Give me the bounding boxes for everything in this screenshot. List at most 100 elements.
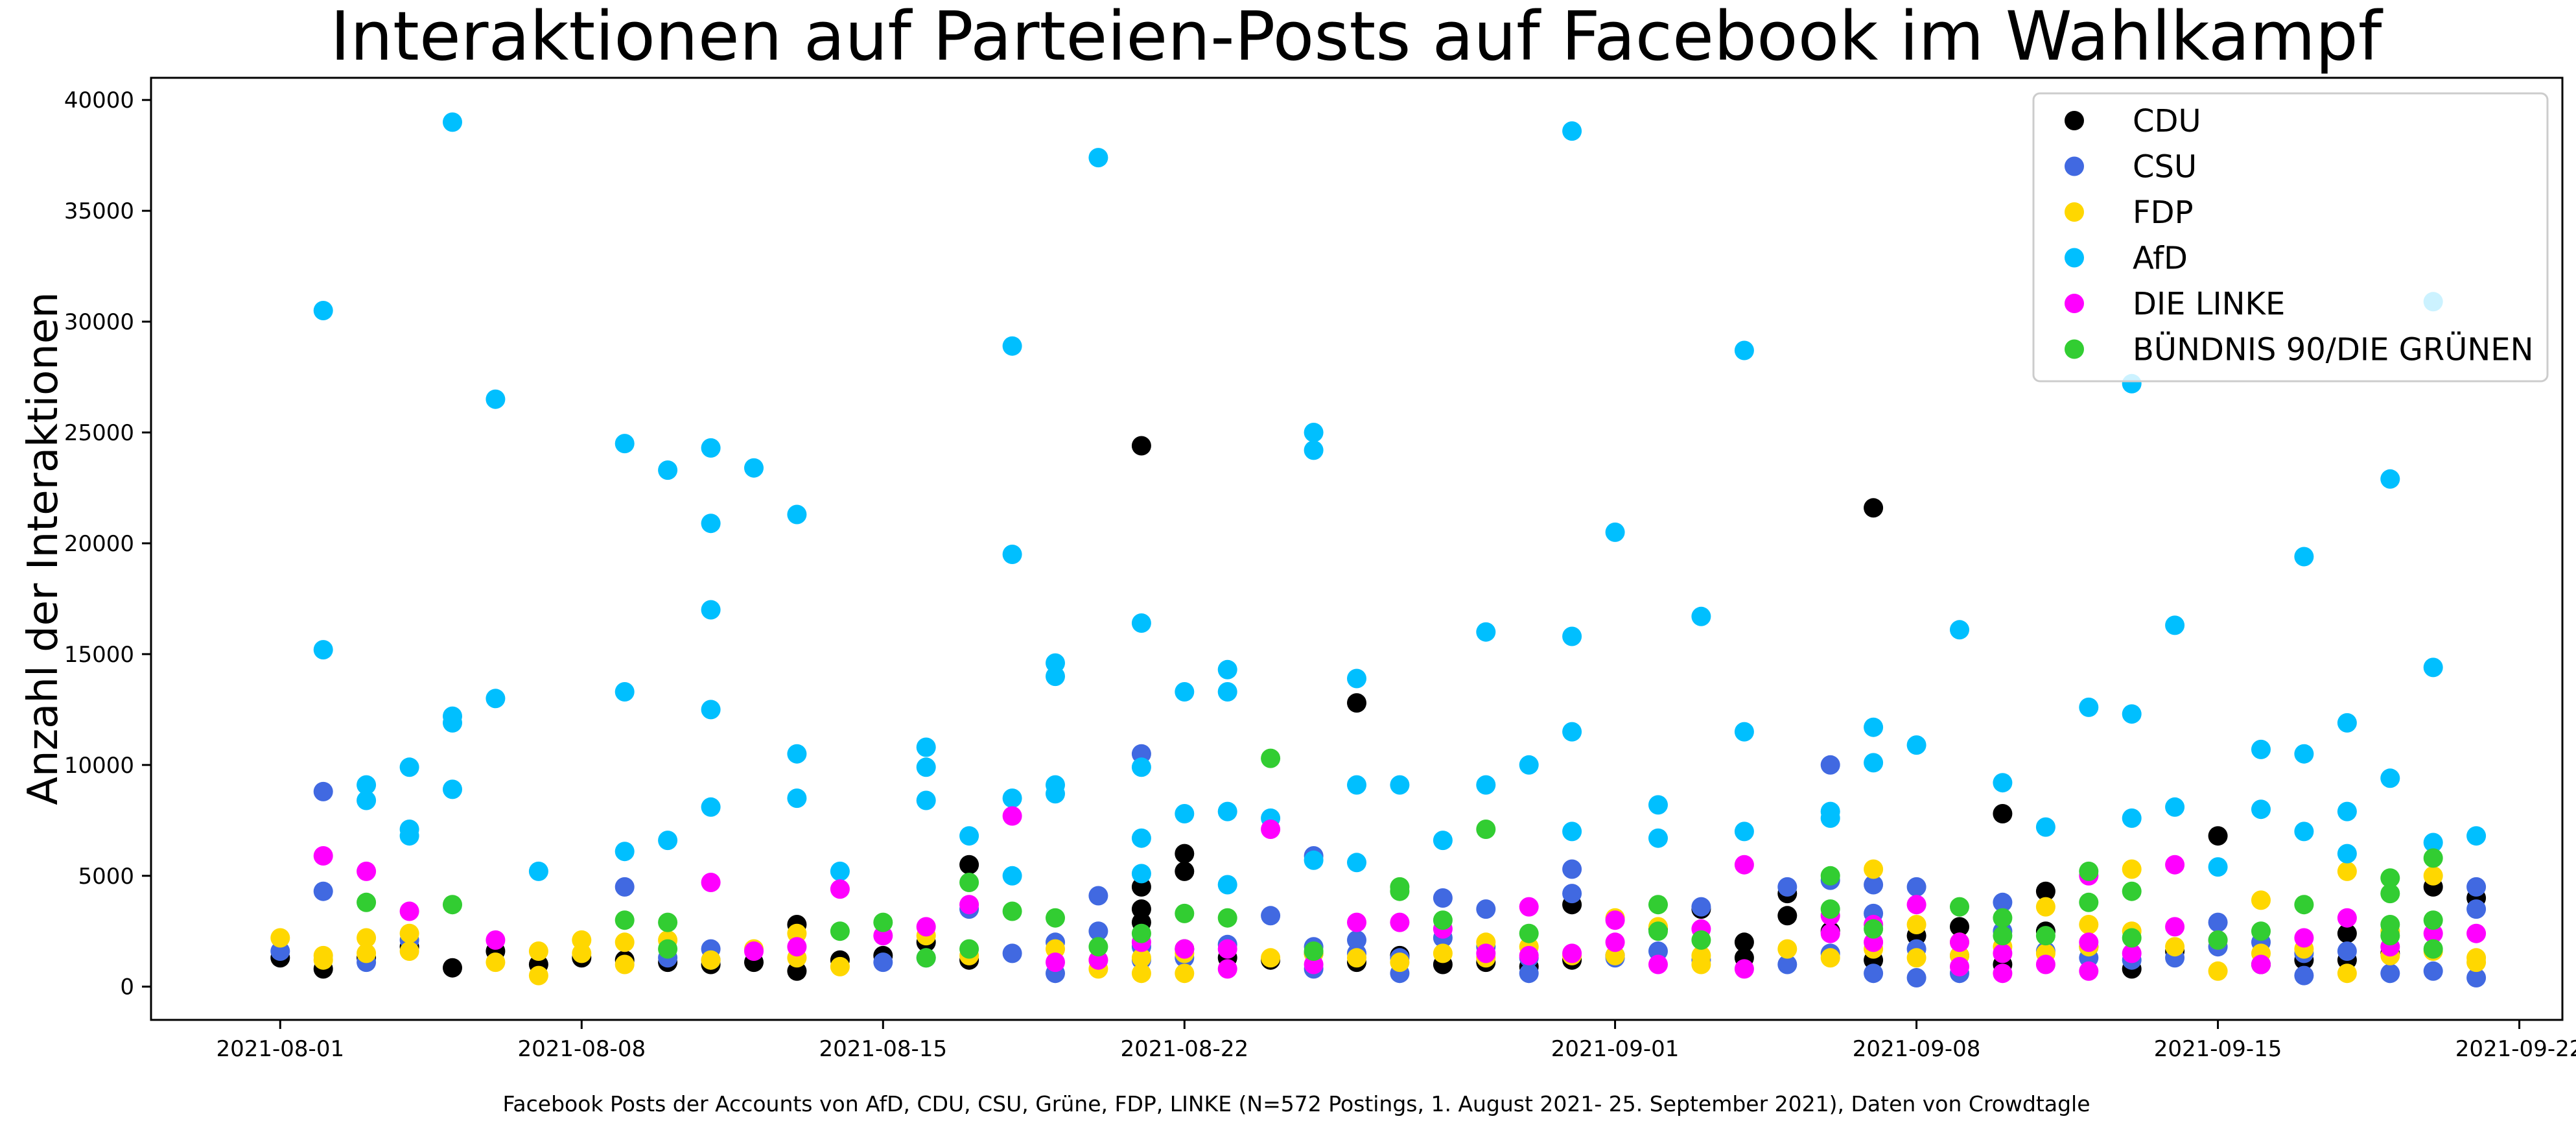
data-point	[399, 901, 419, 921]
data-point	[1950, 917, 1969, 937]
data-point	[2380, 469, 2400, 489]
data-point	[1347, 668, 1366, 689]
data-point	[2208, 826, 2228, 846]
data-point	[2423, 866, 2443, 886]
data-point	[2294, 821, 2314, 842]
data-point	[2165, 797, 2185, 817]
data-point	[443, 713, 462, 733]
data-point	[2208, 961, 2228, 981]
data-point	[787, 744, 807, 764]
data-point	[1217, 659, 1237, 679]
data-point	[1734, 722, 1754, 742]
data-point	[1691, 954, 1711, 975]
data-point	[701, 514, 721, 534]
data-point	[2079, 932, 2099, 952]
data-point	[1261, 820, 1281, 839]
data-point	[1217, 959, 1237, 979]
data-point	[959, 873, 979, 892]
data-point	[959, 939, 979, 959]
chart-title: Interaktionen auf Parteien-Posts auf Fac…	[330, 0, 2383, 76]
data-point	[528, 861, 548, 881]
data-point	[1993, 804, 2013, 823]
data-point	[443, 112, 462, 132]
y-axis: 0 5000 10000 15000 20000 25000 30000 35000 40000	[64, 88, 151, 1000]
data-point	[1002, 788, 1022, 809]
legend-marker	[2065, 248, 2084, 268]
data-point	[2079, 961, 2099, 981]
data-point	[2208, 930, 2228, 950]
data-point	[1217, 908, 1237, 928]
data-point	[1046, 908, 1065, 928]
data-point	[1347, 912, 1366, 932]
data-point	[2294, 928, 2314, 948]
x-tick-label: 2021-09-08	[1853, 1036, 1981, 1062]
data-point	[2079, 697, 2099, 717]
legend-label: DIE LINKE	[2133, 286, 2285, 322]
data-point	[1691, 897, 1711, 917]
series-die-linke	[313, 806, 2487, 984]
x-tick-label: 2021-08-22	[1120, 1036, 1248, 1062]
data-point	[2294, 547, 2314, 567]
data-point	[701, 600, 721, 620]
y-tick-label: 0	[120, 975, 134, 1000]
legend-marker	[2065, 339, 2084, 359]
data-point	[1777, 877, 1797, 897]
data-point	[916, 790, 936, 810]
data-point	[1519, 897, 1539, 917]
data-point	[572, 930, 592, 950]
data-point	[1175, 844, 1195, 864]
data-point	[2122, 704, 2142, 724]
data-point	[615, 842, 635, 862]
data-point	[1864, 859, 1884, 879]
data-point	[2337, 801, 2357, 821]
data-point	[399, 941, 419, 961]
data-point	[1777, 954, 1797, 975]
x-tick-label: 2021-09-15	[2154, 1036, 2282, 1062]
data-point	[1261, 748, 1281, 768]
data-point	[357, 943, 377, 963]
data-point	[2122, 859, 2142, 879]
data-point	[1175, 903, 1195, 923]
data-point	[528, 965, 548, 986]
data-point	[2165, 917, 2185, 937]
data-point	[2122, 881, 2142, 901]
data-point	[1217, 875, 1237, 895]
data-point	[1906, 968, 1926, 987]
data-point	[1046, 667, 1065, 687]
legend-marker	[2065, 202, 2084, 222]
data-point	[2122, 808, 2142, 828]
data-point	[1648, 954, 1668, 975]
data-point	[1691, 930, 1711, 950]
data-point	[2208, 857, 2228, 877]
data-point	[1304, 440, 1324, 460]
data-point	[1605, 945, 1625, 965]
data-point	[2380, 884, 2400, 904]
data-point	[2165, 615, 2185, 635]
legend: CDU CSU FDP AfD DIE LINKE BÜNDNIS 90/DIE GRÜN…	[2032, 92, 2549, 383]
data-point	[399, 826, 419, 846]
data-point	[2337, 713, 2357, 733]
data-point	[1131, 436, 1151, 456]
data-point	[1175, 963, 1195, 984]
data-point	[1734, 340, 1754, 360]
data-point	[486, 689, 506, 709]
y-tick-label: 35000	[64, 198, 134, 224]
data-point	[2423, 657, 2443, 678]
data-point	[357, 861, 377, 881]
data-point	[615, 954, 635, 975]
data-point	[1562, 121, 1582, 141]
data-point	[1906, 895, 1926, 915]
data-point	[701, 438, 721, 458]
data-point	[2423, 961, 2443, 981]
data-point	[1950, 897, 1969, 917]
data-point	[701, 873, 721, 892]
data-point	[1433, 910, 1453, 930]
data-point	[1433, 831, 1453, 851]
data-point	[313, 781, 333, 801]
data-point	[1476, 775, 1496, 795]
data-point	[1648, 941, 1668, 961]
data-point	[1519, 923, 1539, 943]
data-point	[2079, 892, 2099, 912]
data-point	[2251, 890, 2271, 910]
data-point	[1562, 859, 1582, 879]
